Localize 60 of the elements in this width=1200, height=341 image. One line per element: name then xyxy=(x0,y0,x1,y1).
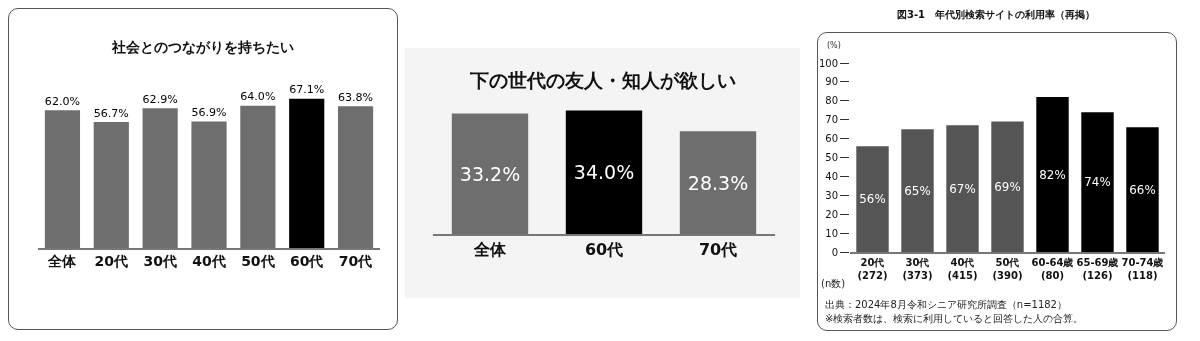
data-label: 62.9% xyxy=(142,92,178,106)
x-tick-label: 70代 xyxy=(338,253,373,270)
y-tick-label: 20 xyxy=(825,208,838,220)
chart-title: 社会とのつながりを持ちたい xyxy=(111,38,294,55)
x-tick-label: 50代 (390) xyxy=(992,256,1023,281)
x-tick-label: 60代 xyxy=(289,253,324,270)
chart-title: 図3-1 年代別検索サイトの利用率（再掲） xyxy=(896,9,1096,21)
x-tick-label: 20代 xyxy=(94,253,129,270)
data-label: 56% xyxy=(859,192,886,207)
bar xyxy=(1126,127,1159,252)
y-tick-label: 40 xyxy=(825,170,838,182)
data-label: 28.3% xyxy=(687,171,749,194)
y-tick-label: 10 xyxy=(825,227,838,239)
y-tick-label: 0 xyxy=(831,246,838,258)
data-label: 33.2% xyxy=(459,162,521,185)
text: (n数) xyxy=(821,278,846,289)
x-tick-label: 30代 xyxy=(143,253,177,270)
y-tick-label: 80 xyxy=(825,95,838,107)
y-tick-label: 30 xyxy=(825,189,838,201)
data-label: 64.0% xyxy=(240,90,276,104)
bar xyxy=(289,98,325,248)
data-label: 66% xyxy=(1129,182,1156,197)
data-label: 82% xyxy=(1039,167,1066,182)
y-tick-label: 50 xyxy=(825,152,838,163)
x-tick-label: 40代 xyxy=(192,253,226,270)
x-tick-label: 全体 xyxy=(47,253,78,270)
y-axis-title: (%) xyxy=(827,41,841,50)
source-note: 出典：2024年8月令和シニア研究所調査（n=1182） xyxy=(825,299,1067,310)
data-label: 67% xyxy=(949,181,976,196)
text: ※検索者数は、検索に利用していると回答した人の合算。 xyxy=(825,313,1084,324)
data-label: 34.0% xyxy=(573,161,635,184)
bar xyxy=(1036,97,1069,252)
data-label: 56.7% xyxy=(93,106,129,120)
y-tick-label: 100 xyxy=(818,57,838,69)
x-tick-label: 60-64歳 (80) xyxy=(1031,256,1074,281)
bar xyxy=(946,125,979,252)
x-tick-label: 70代 xyxy=(698,239,738,259)
y-tick-label: 60 xyxy=(825,133,838,145)
data-label: 56.9% xyxy=(191,106,227,120)
x-tick-label: 50代 xyxy=(241,253,275,270)
data-label: 62.0% xyxy=(44,94,81,108)
bar xyxy=(991,121,1024,252)
data-label: 65% xyxy=(904,183,931,198)
bar xyxy=(856,146,889,252)
x-tick-label: 20代 (272) xyxy=(857,256,888,281)
data-label: 74% xyxy=(1084,175,1111,190)
bar xyxy=(901,129,934,252)
data-label: 69% xyxy=(994,179,1021,194)
y-tick-label: 70 xyxy=(825,114,838,126)
x-tick-label: 60代 xyxy=(584,239,624,259)
x-tick-label: 65-69歳 (126) xyxy=(1076,256,1119,281)
data-label: 67.1% xyxy=(289,83,325,97)
bar xyxy=(1081,112,1114,252)
chart-title: 下の世代の友人・知人が欲しい xyxy=(468,69,736,92)
y-tick-label: 90 xyxy=(825,76,838,88)
x-tick-label: 全体 xyxy=(473,239,507,259)
data-label: 63.8% xyxy=(337,90,374,104)
x-tick-label: 30代 (373) xyxy=(902,256,933,281)
x-tick-label: 40代 (415) xyxy=(947,256,978,281)
x-tick-label: 70-74歳 (118) xyxy=(1121,256,1164,281)
